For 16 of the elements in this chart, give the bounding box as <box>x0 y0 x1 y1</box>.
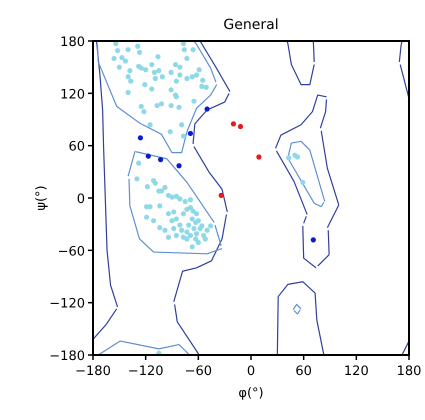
y-tick-label: 0 <box>76 192 85 207</box>
y-axis-title: ψ(°) <box>34 185 49 211</box>
x-tick-label: 120 <box>344 364 369 379</box>
x-tick-label: −60 <box>184 364 212 379</box>
x-tick-label: 60 <box>295 364 312 379</box>
x-axis-title: φ(°) <box>238 386 264 401</box>
x-tick-label: −120 <box>128 364 164 379</box>
x-tick-label: 180 <box>396 364 422 379</box>
y-tick-label: −120 <box>49 296 85 312</box>
chart-title: General <box>223 17 279 33</box>
x-tick-label: 0 <box>246 364 256 379</box>
y-tick-label: 180 <box>60 35 85 50</box>
y-tick-label: −180 <box>49 349 85 364</box>
y-tick-label: 60 <box>68 140 85 155</box>
y-tick-label: −60 <box>58 244 85 260</box>
y-tick-label: 120 <box>60 87 85 102</box>
